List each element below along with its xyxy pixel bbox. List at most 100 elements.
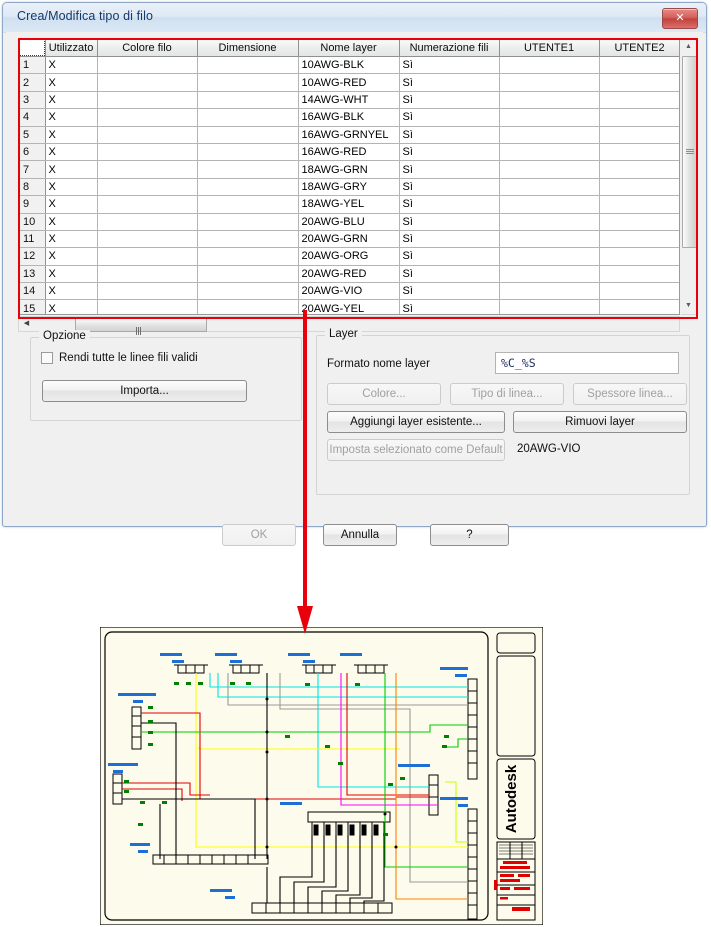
row-number[interactable]: 9 xyxy=(19,195,46,214)
row-number[interactable]: 1 xyxy=(19,56,46,75)
cell-nome-layer[interactable]: 20AWG-YEL xyxy=(298,299,400,314)
cell-nome-layer[interactable]: 20AWG-RED xyxy=(298,265,400,284)
cell-nome-layer[interactable]: 20AWG-BLU xyxy=(298,213,400,231)
cell-utente2[interactable] xyxy=(599,247,679,266)
cell-utente2[interactable] xyxy=(599,195,679,214)
cell-utilizzato[interactable]: X xyxy=(45,265,98,284)
grid-viewport[interactable]: Utilizzato Colore filo Dimensione Nome l… xyxy=(18,38,680,315)
cell-numerazione-fili[interactable]: Sì xyxy=(399,265,500,284)
row-number[interactable]: 11 xyxy=(19,230,46,249)
cell-colore-filo[interactable] xyxy=(97,195,198,214)
cell-utilizzato[interactable]: X xyxy=(45,91,98,110)
cell-colore-filo[interactable] xyxy=(97,282,198,301)
vertical-scrollbar[interactable]: ▲ ▼ xyxy=(681,38,698,315)
row-number[interactable]: 8 xyxy=(19,178,46,197)
table-row[interactable]: 7 X 18AWG-GRN Sì xyxy=(19,160,679,179)
cell-nome-layer[interactable]: 10AWG-RED xyxy=(298,73,400,92)
table-row[interactable]: 1 X 10AWG-BLK Sì xyxy=(19,56,679,75)
cell-colore-filo[interactable] xyxy=(97,230,198,249)
row-number[interactable]: 12 xyxy=(19,247,46,266)
row-number[interactable]: 10 xyxy=(19,213,46,231)
row-number[interactable]: 3 xyxy=(19,91,46,110)
cell-colore-filo[interactable] xyxy=(97,299,198,314)
cell-colore-filo[interactable] xyxy=(97,143,198,162)
cell-utente1[interactable] xyxy=(499,73,600,92)
table-row[interactable]: 4 X 16AWG-BLK Sì xyxy=(19,108,679,127)
cell-utente1[interactable] xyxy=(499,178,600,197)
table-row[interactable]: 13 X 20AWG-RED Sì xyxy=(19,265,679,284)
cell-utilizzato[interactable]: X xyxy=(45,282,98,301)
cell-utente1[interactable] xyxy=(499,160,600,179)
cell-utilizzato[interactable]: X xyxy=(45,178,98,197)
row-number[interactable]: 13 xyxy=(19,265,46,284)
cell-colore-filo[interactable] xyxy=(97,73,198,92)
cell-utente2[interactable] xyxy=(599,73,679,92)
cell-dimensione[interactable] xyxy=(197,91,299,110)
cell-dimensione[interactable] xyxy=(197,126,299,144)
cell-utente1[interactable] xyxy=(499,91,600,110)
table-row[interactable]: 8 X 18AWG-GRY Sì xyxy=(19,178,679,197)
cell-utilizzato[interactable]: X xyxy=(45,108,98,127)
cell-colore-filo[interactable] xyxy=(97,178,198,197)
dialog-titlebar[interactable]: Crea/Modifica tipo di filo ✕ xyxy=(3,3,706,33)
cell-numerazione-fili[interactable]: Sì xyxy=(399,56,500,75)
row-number[interactable]: 2 xyxy=(19,73,46,92)
cell-numerazione-fili[interactable]: Sì xyxy=(399,230,500,249)
cell-utilizzato[interactable]: X xyxy=(45,195,98,214)
cell-colore-filo[interactable] xyxy=(97,160,198,179)
cell-dimensione[interactable] xyxy=(197,56,299,75)
table-row[interactable]: 5 X 16AWG-GRNYEL Sì xyxy=(19,126,679,144)
help-button[interactable]: ? xyxy=(430,524,509,546)
cell-utente2[interactable] xyxy=(599,160,679,179)
cell-nome-layer[interactable]: 18AWG-GRN xyxy=(298,160,400,179)
cell-colore-filo[interactable] xyxy=(97,265,198,284)
row-number[interactable]: 7 xyxy=(19,160,46,179)
cell-utilizzato[interactable]: X xyxy=(45,299,98,314)
cell-utente1[interactable] xyxy=(499,56,600,75)
cancel-button[interactable]: Annulla xyxy=(323,524,397,546)
cell-utente2[interactable] xyxy=(599,56,679,75)
column-header-utilizzato[interactable]: Utilizzato xyxy=(45,39,98,57)
cell-utente2[interactable] xyxy=(599,282,679,301)
cell-numerazione-fili[interactable]: Sì xyxy=(399,195,500,214)
cell-colore-filo[interactable] xyxy=(97,91,198,110)
cell-colore-filo[interactable] xyxy=(97,108,198,127)
cell-utente2[interactable] xyxy=(599,126,679,144)
cell-dimensione[interactable] xyxy=(197,299,299,314)
cell-nome-layer[interactable]: 20AWG-ORG xyxy=(298,247,400,266)
table-row[interactable]: 3 X 14AWG-WHT Sì xyxy=(19,91,679,110)
make-all-wire-lines-valid-row[interactable]: Rendi tutte le linee fili validi xyxy=(41,352,198,364)
table-row[interactable]: 9 X 18AWG-YEL Sì xyxy=(19,195,679,214)
cell-dimensione[interactable] xyxy=(197,73,299,92)
cell-utente1[interactable] xyxy=(499,143,600,162)
cell-numerazione-fili[interactable]: Sì xyxy=(399,160,500,179)
cell-utente1[interactable] xyxy=(499,126,600,144)
wire-type-grid[interactable]: Utilizzato Colore filo Dimensione Nome l… xyxy=(18,38,698,335)
column-header-colore-filo[interactable]: Colore filo xyxy=(97,39,198,57)
cell-numerazione-fili[interactable]: Sì xyxy=(399,178,500,197)
cell-colore-filo[interactable] xyxy=(97,213,198,231)
column-header-dimensione[interactable]: Dimensione xyxy=(197,39,299,57)
cell-dimensione[interactable] xyxy=(197,108,299,127)
cell-nome-layer[interactable]: 16AWG-BLK xyxy=(298,108,400,127)
cell-nome-layer[interactable]: 10AWG-BLK xyxy=(298,56,400,75)
cell-nome-layer[interactable]: 18AWG-YEL xyxy=(298,195,400,214)
cell-dimensione[interactable] xyxy=(197,213,299,231)
cell-nome-layer[interactable]: 16AWG-RED xyxy=(298,143,400,162)
table-row[interactable]: 14 X 20AWG-VIO Sì xyxy=(19,282,679,301)
cell-numerazione-fili[interactable]: Sì xyxy=(399,143,500,162)
horizontal-scrollbar-thumb[interactable] xyxy=(75,318,207,335)
row-number[interactable]: 4 xyxy=(19,108,46,127)
cell-nome-layer[interactable]: 14AWG-WHT xyxy=(298,91,400,110)
import-button[interactable]: Importa... xyxy=(42,380,247,402)
scroll-left-icon[interactable]: ◀ xyxy=(23,320,30,327)
row-number[interactable]: 15 xyxy=(19,299,46,314)
column-header-numerazione-fili[interactable]: Numerazione fili xyxy=(399,39,500,57)
cell-colore-filo[interactable] xyxy=(97,247,198,266)
cell-utente2[interactable] xyxy=(599,91,679,110)
cell-utente2[interactable] xyxy=(599,143,679,162)
cell-utilizzato[interactable]: X xyxy=(45,73,98,92)
cell-utilizzato[interactable]: X xyxy=(45,56,98,75)
scroll-down-icon[interactable]: ▼ xyxy=(685,302,692,309)
table-row[interactable]: 6 X 16AWG-RED Sì xyxy=(19,143,679,162)
